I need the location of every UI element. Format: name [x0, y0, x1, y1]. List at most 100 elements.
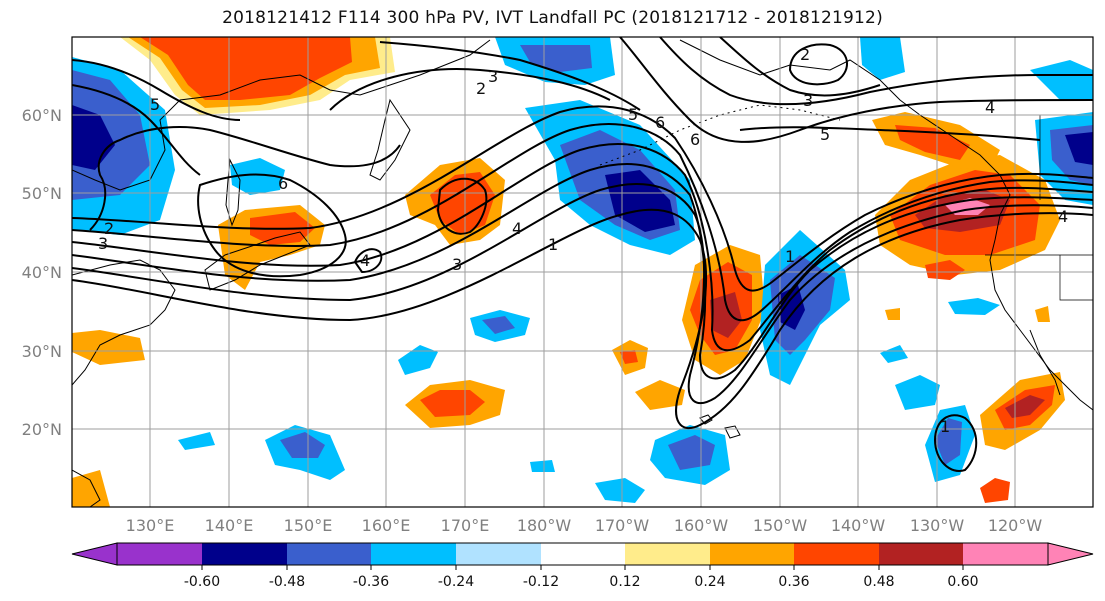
contour-label: 2 [104, 219, 114, 238]
pv-positive-region [635, 380, 685, 410]
pv-positive-region [710, 292, 742, 338]
kamchatka-coastline [369, 98, 411, 181]
colorbar-label: 0.60 [947, 574, 978, 590]
contour-label: 4 [360, 251, 370, 270]
pv-negative-region [1030, 60, 1093, 100]
contour-line [72, 84, 201, 176]
pv-negative-region [72, 105, 115, 170]
colorbar-label: 0.24 [694, 574, 725, 590]
pv-negative-region [530, 460, 555, 472]
longitude-labels: 130°E 140°E 150°E 160°E 170°E 180°W 170°… [126, 516, 1043, 535]
contour-label: 4 [1058, 207, 1068, 226]
contour-label: 6 [655, 113, 665, 132]
contour-label: 4 [512, 219, 522, 238]
pv-negative-region [280, 432, 325, 458]
contour-label-group: 2 3 2 6 4 4 5 6 3 5 2 3 6 3 4 1 1 5 4 1 [98, 45, 1068, 436]
sakhalin-coastline [225, 158, 241, 227]
contour-line [739, 126, 1041, 141]
pv-negative-region [520, 45, 592, 72]
lat-label: 30°N [22, 342, 62, 361]
map-frame [71, 36, 1094, 508]
lon-label: 150°E [284, 516, 333, 535]
colorbar-bin [287, 543, 371, 565]
taiwan-philippines [72, 469, 101, 507]
lon-label: 170°E [441, 516, 490, 535]
lon-label: 130°E [126, 516, 175, 535]
pv-negative-region [482, 316, 515, 334]
asia-coastline [72, 39, 491, 191]
contour-line [72, 163, 1093, 380]
contour-line [89, 126, 401, 231]
pv-negative-region [895, 375, 940, 410]
baja-coastline [1029, 329, 1061, 396]
contour-line [933, 414, 978, 472]
pv-negative-region [880, 345, 908, 363]
colorbar: -0.60 -0.48 -0.36 -0.24 -0.12 0.12 0.24 … [71, 542, 1094, 590]
lon-label: 160°E [362, 516, 411, 535]
pv-positive-region [72, 330, 145, 365]
contour-label: 1 [785, 247, 795, 266]
colorbar-bin [541, 543, 625, 565]
colorbar-bin [625, 543, 710, 565]
colorbar-bin [456, 543, 541, 565]
korea-china-coastline [72, 259, 176, 386]
pv-negative-region [668, 435, 715, 470]
colorbar-bin [879, 543, 963, 565]
contour-label: 5 [150, 95, 160, 114]
colorbar-ticks [201, 565, 964, 570]
lon-label: 150°W [753, 516, 808, 535]
contour-label: 6 [690, 130, 700, 149]
contour-label: 2 [476, 79, 486, 98]
contour-label: 1 [548, 235, 558, 254]
aleutian-chain [599, 104, 841, 166]
colorbar-label: 0.36 [778, 574, 809, 590]
pv-negative-region [948, 298, 1000, 315]
contour-label: 5 [820, 125, 830, 144]
colorbar-label: -0.12 [523, 574, 559, 590]
colorbar-extend-high [1047, 542, 1094, 566]
contour-label: 6 [278, 174, 288, 193]
lat-label: 20°N [22, 420, 62, 439]
contour-label: 1 [940, 417, 950, 436]
contour-line [197, 173, 347, 278]
contour-line [72, 183, 1093, 404]
pv-positive-region [980, 478, 1010, 503]
pv-positive-region [72, 470, 110, 507]
contour-line [659, 37, 1093, 106]
colorbar-bin [371, 543, 456, 565]
pv-positive-region [420, 390, 485, 417]
colorbar-extend-low [71, 542, 118, 566]
pv-positive-region [895, 125, 970, 160]
contour-line [719, 37, 881, 97]
contour-line [436, 177, 488, 235]
pv-negative-region [935, 418, 962, 465]
lon-label: 180°W [517, 516, 572, 535]
contour-label: 4 [985, 98, 995, 117]
hawaii-islands [699, 414, 741, 439]
pv-negative-region [178, 432, 215, 450]
colorbar-bin [117, 543, 202, 565]
colorbar-label: -0.60 [184, 574, 220, 590]
colorbar-bin [710, 543, 794, 565]
colorbar-bin [963, 543, 1048, 565]
colorbar-bin [794, 543, 879, 565]
pv-negative-region [398, 345, 438, 375]
lon-label: 140°E [205, 516, 254, 535]
lon-label: 170°W [595, 516, 650, 535]
contour-label: 5 [628, 105, 638, 124]
state-borders [985, 114, 1093, 301]
contour-line [72, 105, 1093, 292]
pv-positive-region [620, 350, 638, 364]
pv-positive-region [430, 172, 495, 235]
pv-negative-region [1065, 132, 1093, 165]
colorbar-frame [116, 542, 1049, 566]
lat-label: 40°N [22, 263, 62, 282]
pv-positive-region [925, 260, 965, 280]
lon-label: 140°W [831, 516, 886, 535]
contour-label: 3 [452, 255, 462, 274]
lat-label: 60°N [22, 106, 62, 125]
contour-label: 2 [800, 45, 810, 64]
lon-label: 160°W [674, 516, 729, 535]
contour-label: 3 [98, 234, 108, 253]
